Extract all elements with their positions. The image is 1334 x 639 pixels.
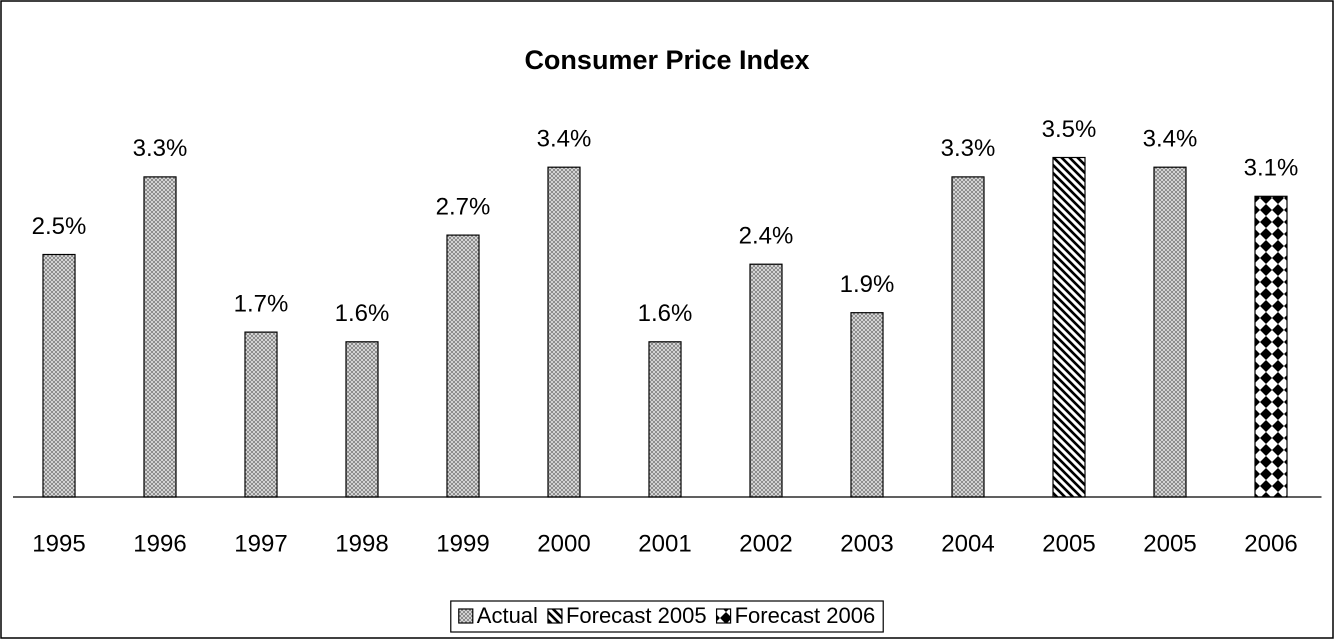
data-label: 3.3% xyxy=(941,135,996,162)
x-tick-label: 1999 xyxy=(436,530,489,557)
legend-swatch xyxy=(715,608,732,624)
legend-label: Forecast 2005 xyxy=(566,603,707,628)
x-tick-label: 2005 xyxy=(1143,530,1196,557)
data-label: 3.4% xyxy=(1143,126,1198,153)
legend-box xyxy=(450,600,884,633)
x-tick-label: 2003 xyxy=(840,530,893,557)
bar xyxy=(1254,195,1288,498)
x-tick-label: 2002 xyxy=(739,530,792,557)
data-label: 2.4% xyxy=(739,223,794,250)
legend-label: Actual xyxy=(477,603,538,628)
legend-label: Forecast 2006 xyxy=(735,603,876,628)
x-tick-label: 2000 xyxy=(537,530,590,557)
x-tick-label: 1996 xyxy=(133,530,186,557)
x-tick-label: 1995 xyxy=(32,530,85,557)
data-label: 1.7% xyxy=(234,290,289,317)
x-tick-label: 2004 xyxy=(941,530,994,557)
bar xyxy=(42,253,76,498)
data-label: 1.6% xyxy=(638,300,693,327)
data-label: 2.7% xyxy=(436,193,491,220)
bar xyxy=(1153,166,1187,498)
x-tick-label: 2005 xyxy=(1042,530,1095,557)
data-label: 1.6% xyxy=(335,300,390,327)
data-label: 3.5% xyxy=(1042,116,1097,143)
x-tick-label: 2001 xyxy=(638,530,691,557)
bar xyxy=(143,176,177,498)
data-label: 2.5% xyxy=(32,213,87,240)
data-label: 3.3% xyxy=(133,135,188,162)
chart-title: Consumer Price Index xyxy=(524,45,809,75)
bar xyxy=(345,341,379,498)
bar xyxy=(850,312,884,498)
bar xyxy=(749,263,783,498)
bar xyxy=(648,341,682,498)
legend-swatch xyxy=(458,608,474,624)
bar xyxy=(547,166,581,498)
legend-swatch xyxy=(547,608,563,624)
data-label: 3.4% xyxy=(537,126,592,153)
data-label: 3.1% xyxy=(1244,155,1299,182)
x-tick-label: 1997 xyxy=(234,530,287,557)
bar xyxy=(1052,156,1086,498)
x-tick-label: 2006 xyxy=(1244,530,1297,557)
bar xyxy=(951,176,985,498)
data-label: 1.9% xyxy=(840,271,895,298)
bar xyxy=(244,331,278,498)
x-tick-label: 1998 xyxy=(335,530,388,557)
bar xyxy=(446,234,480,498)
